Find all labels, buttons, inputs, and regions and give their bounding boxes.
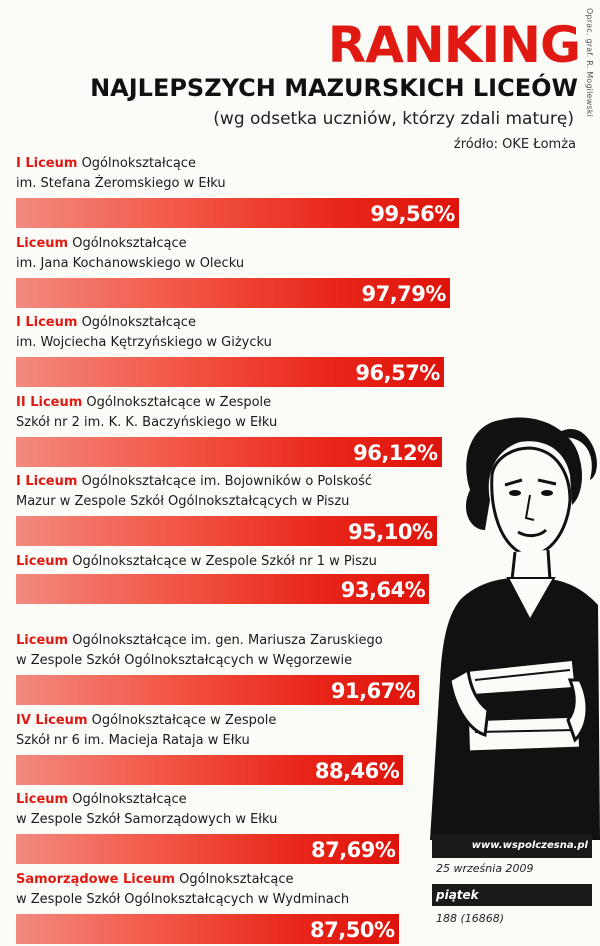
school-name-2: Liceum Ogólnokształcące im. Jana Kochanow… [16,234,466,274]
bar-value-label-1: 99,56% [370,202,455,226]
woman-holding-books-illustration [430,417,600,840]
school-name-line2: im. Stefana Żeromskiego w Ełku [16,176,226,191]
bar-value-label-9: 87,69% [310,838,396,862]
bar-value-label-2: 97,79% [361,281,446,306]
bar-5 [16,516,437,546]
bar-value-label-10: 87,50% [310,917,395,942]
bar-value-label-6: 93,64% [340,577,426,602]
issue-date: 25 września 2009 [436,862,534,875]
chart-title: RANKING [327,16,581,74]
school-name-lead: Liceum [16,792,69,807]
bar-3 [16,357,444,387]
chart-subtitle: NAJLEPSZYCH MAZURSKICH LICEÓW [90,74,578,102]
school-name-lead: I Liceum [16,315,78,330]
school-name-lead: Liceum [16,235,69,251]
school-name-lead: IV Liceum [16,712,88,728]
chart-note: (wg odsetka uczniów, którzy zdali maturę… [213,109,574,129]
bar-value-label-4: 96,12% [353,440,438,465]
school-name-line2: Szkół nr 6 im. Macieja Rataja w Ełku [16,732,250,748]
school-name-line2: w Zespole Szkół Ogólnokształcących w Węg… [16,653,353,668]
school-name-line2: w Zespole Szkół Samorządowych w Ełku [16,812,278,827]
bar-value-label-5: 95,10% [348,520,433,544]
school-name-4: II Liceum Ogólnokształcące w Zespole Szkó… [16,393,466,433]
school-name-3: I Liceum Ogólnokształcące im. Wojciecha K… [16,313,466,353]
school-name-rest: Ogólnokształcące [77,156,196,171]
graphic-credit: Oprac. graf. R. Mogilewski [585,8,594,118]
school-name-lead: I Liceum [16,474,78,489]
bar-1 [16,198,459,228]
school-name-rest: Ogólnokształcące [68,235,187,251]
chart-header: RANKING NAJLEPSZYCH MAZURSKICH LICEÓW (w… [0,0,600,160]
bar-9 [16,834,400,864]
school-name-rest: Ogólnokształcące im. gen. Mariusza Zarus… [68,633,383,648]
school-name-5: I Liceum Ogólnokształcące im. Bojowników… [16,472,466,512]
school-name-rest: Ogólnokształcące w Zespole [82,394,272,410]
school-name-rest: Ogólnokształcące w Zespole Szkół nr 1 w … [68,553,377,569]
school-name-lead: II Liceum [16,394,83,410]
bar-value-label-7: 91,67% [330,679,416,703]
school-name-8: IV Liceum Ogólnokształcące w Zespole Szkó… [16,711,466,751]
school-name-lead: Liceum [16,553,69,569]
bar-value-label-3: 96,57% [355,361,440,385]
school-name-line2: im. Wojciecha Kętrzyńskiego w Giżycku [16,335,272,350]
school-name-6: Liceum Ogólnokształcące w Zespole Szkół … [16,552,466,572]
school-name-rest: Ogólnokształcące [175,871,294,887]
school-name-7: Liceum Ogólnokształcące im. gen. Mariusz… [16,631,466,671]
bar-4 [16,436,442,467]
school-name-1: I Liceum Ogólnokształcące im. Stefana Żer… [16,154,466,194]
school-name-lead: Samorządowe Liceum [16,871,176,887]
school-name-lead: Liceum [16,633,69,648]
bar-2 [16,277,450,308]
bar-value-label-8: 88,46% [314,758,400,783]
website-label: www.wspolczesna.pl [432,834,592,858]
issue-day: piątek [432,884,592,906]
school-name-rest: Ogólnokształcące [68,792,187,807]
issue-number: 188 (16868) [436,912,505,925]
school-name-line2: Mazur w Zespole Szkół Ogólnokształcących… [16,494,350,509]
bar-6 [16,573,430,604]
school-name-line2: Szkół nr 2 im. K. K. Baczyńskiego w Ełku [16,414,278,430]
school-name-10: Samorządowe Liceum Ogólnokształcące w Zes… [16,870,466,910]
school-name-lead: I Liceum [16,156,78,171]
newspaper-footer: www.wspolczesna.pl 25 września 2009 piąt… [432,828,600,941]
bar-8 [16,754,404,785]
school-name-line2: im. Jana Kochanowskiego w Olecku [16,255,245,271]
bar-10 [16,913,399,944]
school-name-rest: Ogólnokształcące [77,315,196,330]
school-name-line2: w Zespole Szkół Ogólnokształcących w Wyd… [16,891,350,907]
chart-source: źródło: OKE Łomża [453,137,576,152]
school-name-rest: Ogólnokształcące w Zespole [87,712,277,728]
bar-7 [16,675,420,705]
school-name-rest: Ogólnokształcące im. Bojowników o Polsko… [77,474,373,489]
school-name-9: Liceum Ogólnokształcące w Zespole Szkół S… [16,790,466,830]
